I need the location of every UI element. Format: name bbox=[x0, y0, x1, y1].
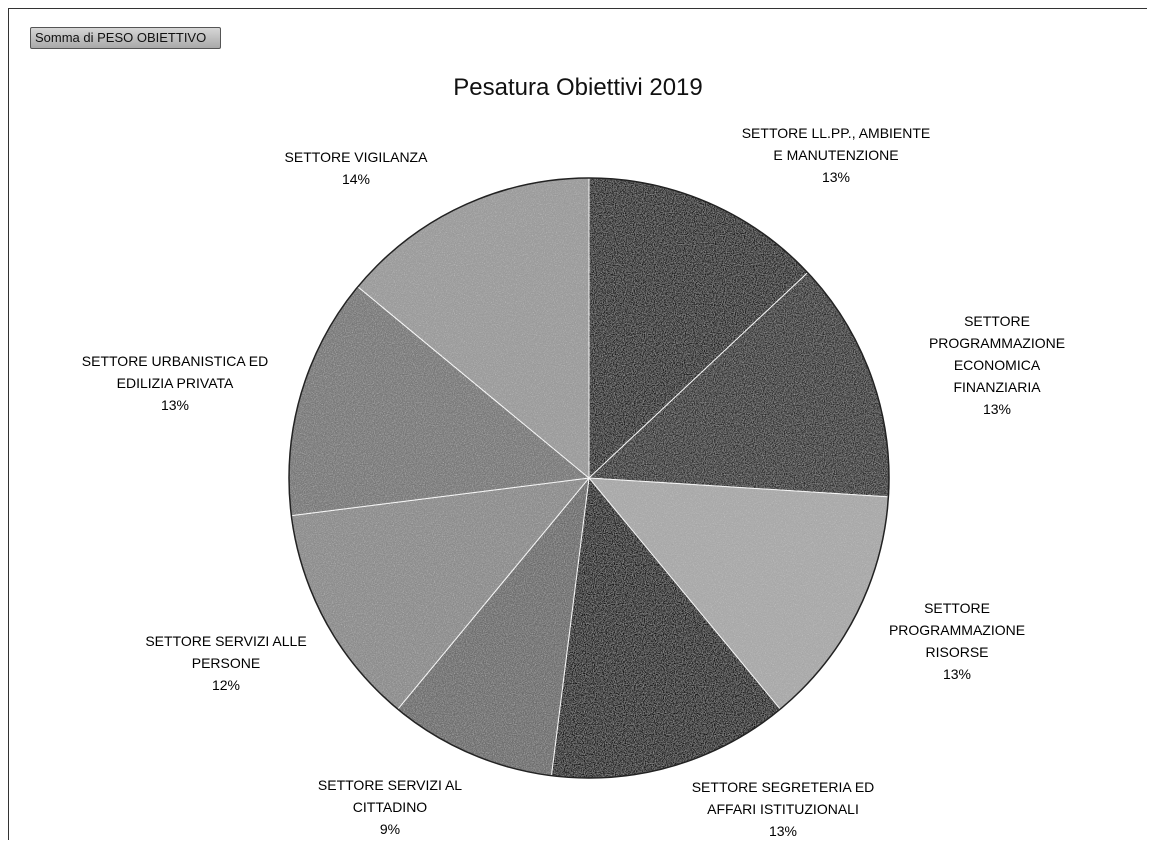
chart-frame bbox=[8, 8, 1147, 840]
slice-label-vigilanza: SETTORE VIGILANZA 14% bbox=[284, 149, 428, 187]
slice-label-urbanistica: SETTORE URBANISTICA ED EDILIZIA PRIVATA … bbox=[81, 353, 269, 413]
slice-label-segreteria: SETTORE SEGRETERIA ED AFFARI ISTITUZIONA… bbox=[691, 779, 875, 839]
pie-outline bbox=[288, 177, 890, 779]
slice-label-programmazione-risorse: SETTORE PROGRAMMAZIONE RISORSE 13% bbox=[888, 600, 1026, 682]
slice-label-servizi-cittadino: SETTORE SERVIZI AL CITTADINO 9% bbox=[317, 777, 463, 837]
slice-label-servizi-persone: SETTORE SERVIZI ALLE PERSONE 12% bbox=[145, 633, 307, 693]
chart-title: Pesatura Obiettivi 2019 bbox=[453, 74, 703, 101]
slice-label-llpp: SETTORE LL.PP., AMBIENTE E MANUTENZIONE … bbox=[741, 125, 931, 185]
pivot-field-button[interactable]: Somma di PESO OBIETTIVO bbox=[30, 27, 222, 49]
slice-label-programmazione-economica: SETTORE PROGRAMMAZIONE ECONOMICA FINANZI… bbox=[928, 313, 1066, 417]
